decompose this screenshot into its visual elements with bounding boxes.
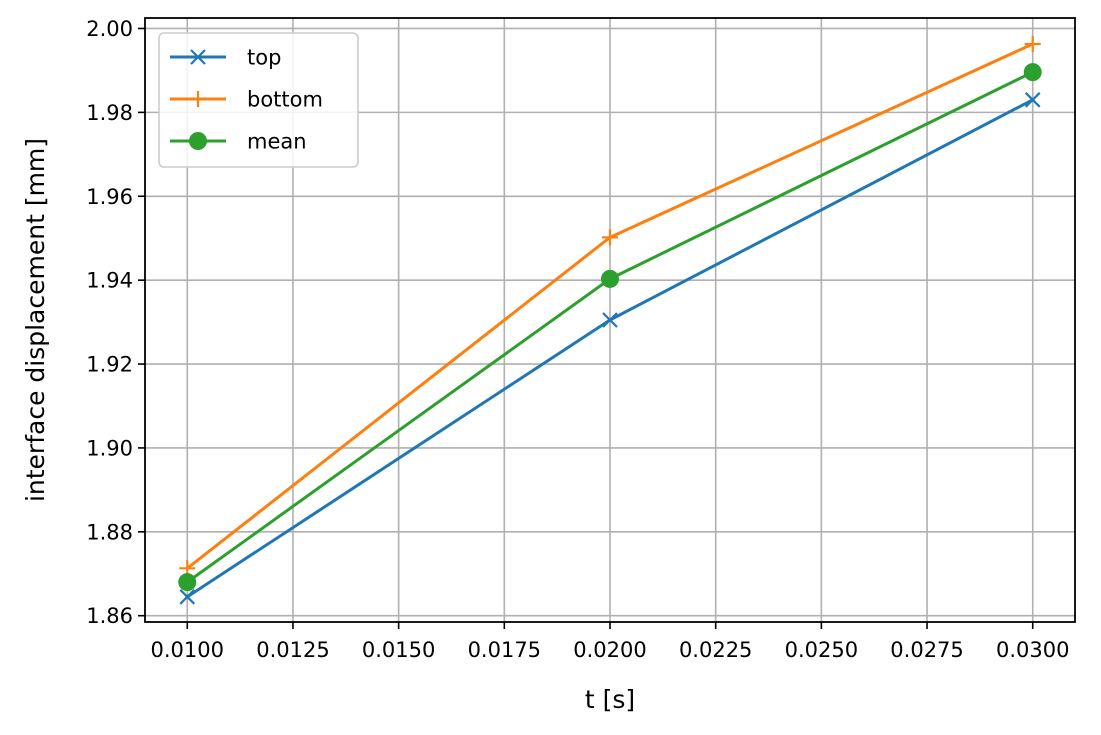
x-tick-label: 0.0250 <box>785 638 858 662</box>
x-tick-label: 0.0100 <box>151 638 224 662</box>
x-tick-label: 0.0200 <box>573 638 646 662</box>
data-point-top <box>602 312 618 328</box>
y-tick-label: 1.98 <box>86 101 133 125</box>
y-tick-label: 2.00 <box>86 17 133 41</box>
legend-marker-top <box>190 49 206 65</box>
legend-label-bottom: bottom <box>247 88 323 112</box>
x-tick-label: 0.0300 <box>996 638 1069 662</box>
legend-label-top: top <box>247 46 281 70</box>
y-tick-label: 1.94 <box>86 269 133 293</box>
legend-label-mean: mean <box>247 130 307 154</box>
legend-marker-mean <box>189 132 207 150</box>
y-tick-label: 1.86 <box>86 604 133 628</box>
y-axis-label: interface displacement [mm] <box>21 138 50 502</box>
x-tick-label: 0.0275 <box>890 638 963 662</box>
x-axis-ticks: 0.0100 0.0125 0.0150 0.0175 0.0200 0.0225 0.02… <box>151 622 1069 662</box>
y-tick-label: 1.88 <box>86 520 133 544</box>
x-tick-label: 0.0175 <box>468 638 541 662</box>
x-axis-label: t [s] <box>585 685 635 714</box>
data-point-top <box>1024 92 1041 108</box>
y-axis-ticks: 1.86 1.88 1.90 1.92 1.94 1.96 1.98 2.00 <box>86 17 145 628</box>
y-tick-label: 1.96 <box>86 185 133 209</box>
legend-marker-bottom <box>190 91 206 107</box>
x-tick-label: 0.0225 <box>679 638 752 662</box>
legend-box <box>158 32 359 168</box>
data-point-bottom <box>602 229 618 246</box>
y-tick-label: 1.90 <box>86 436 133 460</box>
data-point-bottom <box>1024 36 1041 53</box>
data-point-mean <box>601 269 619 288</box>
legend: top bottom mean <box>158 32 359 168</box>
x-tick-label: 0.0125 <box>256 638 329 662</box>
series-layer <box>178 36 1042 605</box>
data-point-mean <box>1023 63 1042 82</box>
data-point-top <box>179 589 196 605</box>
y-tick-label: 1.92 <box>86 353 133 377</box>
x-tick-label: 0.0150 <box>362 638 435 662</box>
data-point-mean <box>178 573 197 592</box>
